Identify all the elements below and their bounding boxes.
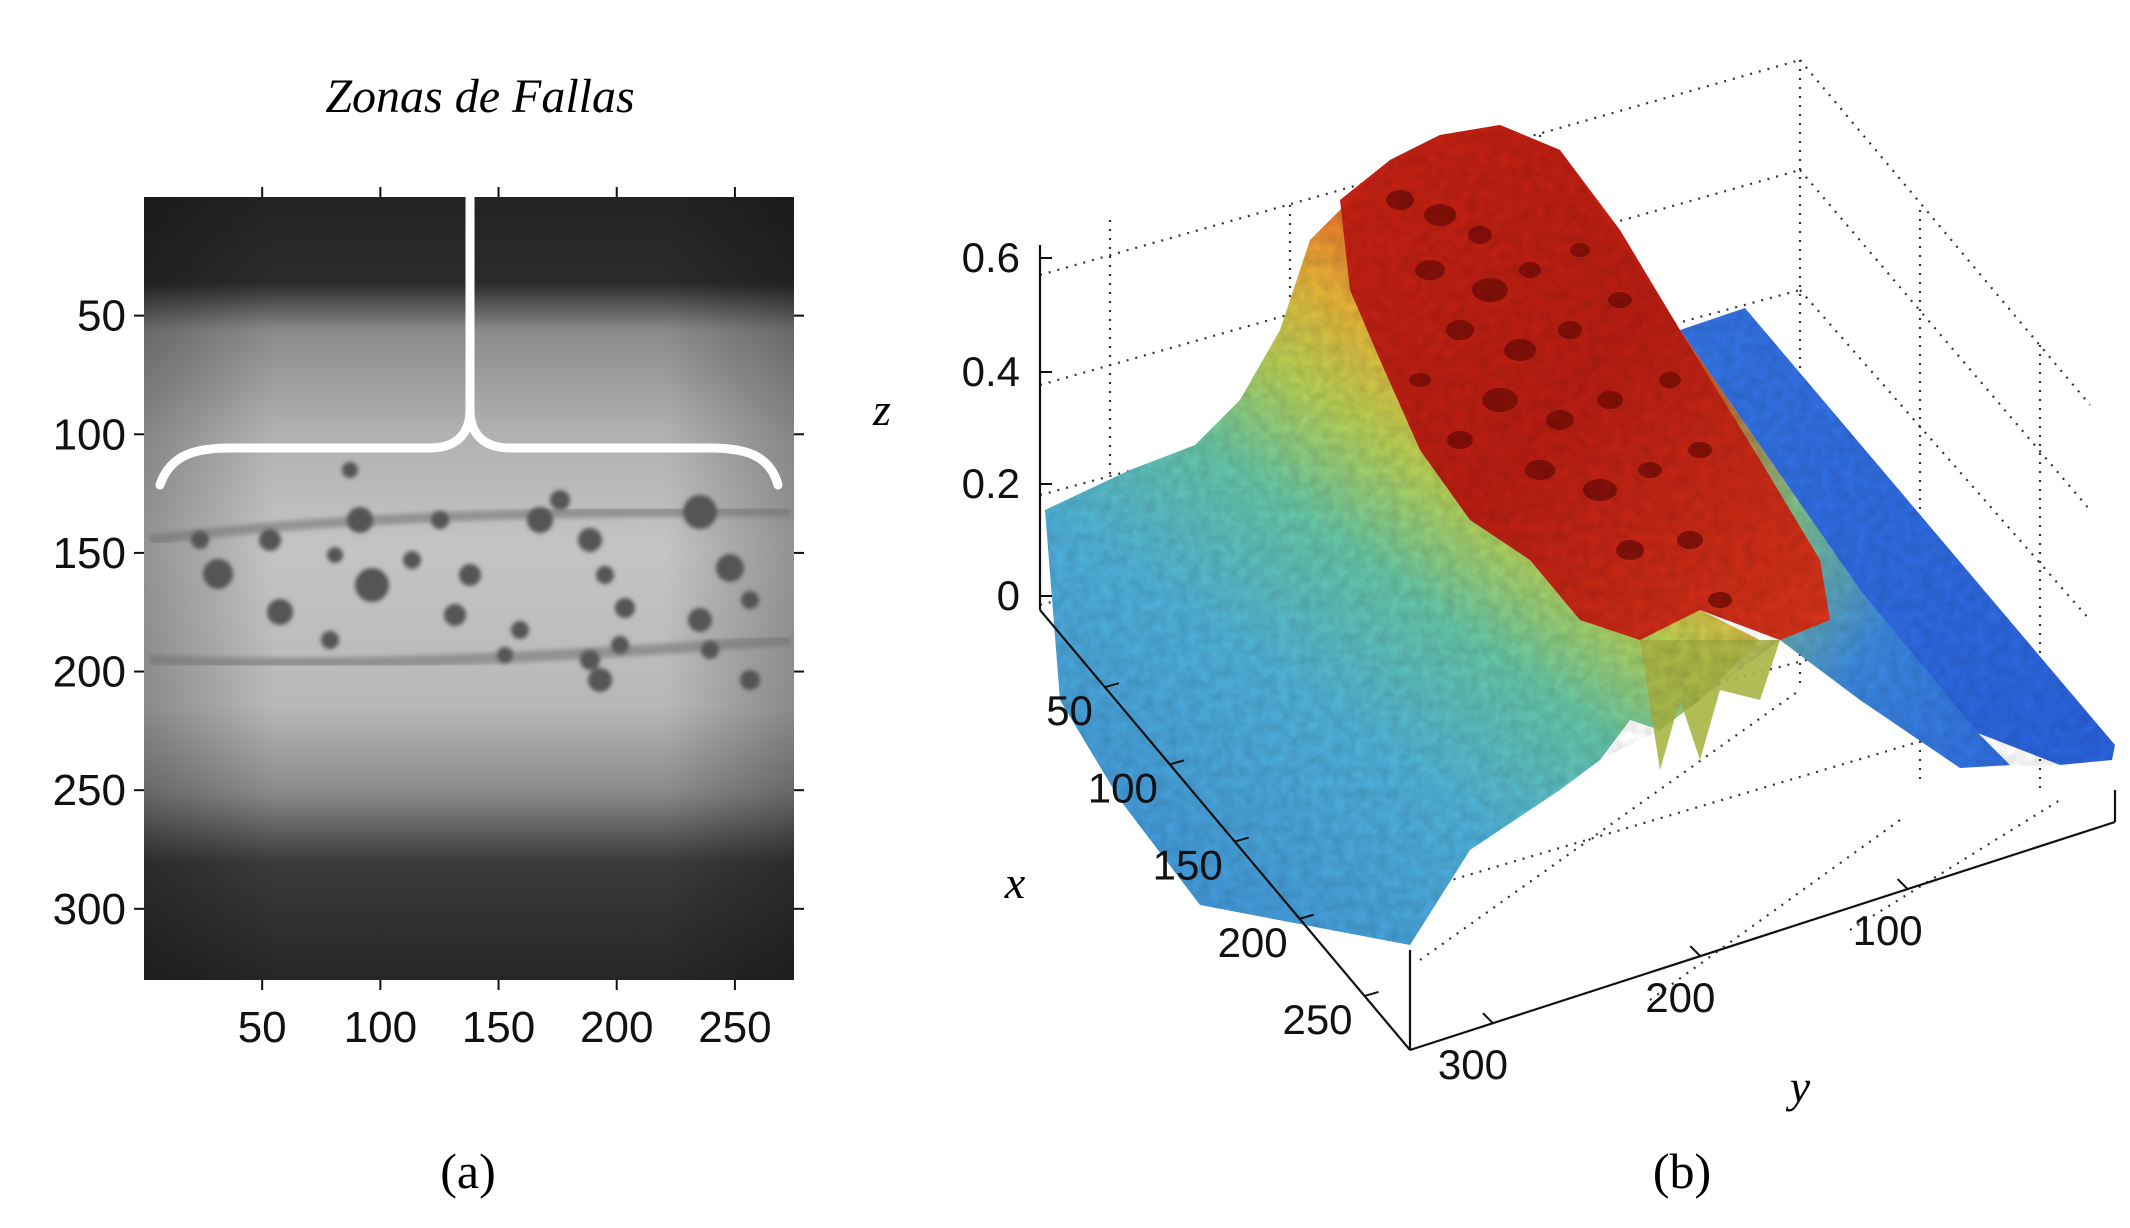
fault-zone-brace bbox=[155, 192, 783, 490]
3d-surface bbox=[1045, 125, 2115, 945]
x-tick-label: 50 bbox=[238, 1003, 287, 1052]
x-tick-label: 250 bbox=[1282, 996, 1352, 1043]
z-tick-label: 0.6 bbox=[962, 234, 1020, 281]
defect-spot bbox=[459, 564, 481, 586]
defect-spot bbox=[403, 551, 421, 569]
defect-spot bbox=[701, 641, 719, 659]
x-tick-label: 50 bbox=[1046, 687, 1093, 734]
annotation-zonas-de-fallas: Zonas de Fallas bbox=[325, 70, 634, 123]
defect-spot bbox=[550, 490, 570, 510]
defect-spot bbox=[611, 636, 629, 654]
x-tick-label: 100 bbox=[1088, 764, 1158, 811]
z-tick-label: 0.2 bbox=[962, 460, 1020, 507]
defect-spot bbox=[596, 566, 614, 584]
panel-a-x-tick-labels: 50 100 150 200 250 bbox=[238, 1003, 772, 1052]
defect-spot bbox=[259, 529, 281, 551]
panel-b-caption: (b) bbox=[1653, 1143, 1711, 1199]
panel-b-z-axis-label: z bbox=[872, 384, 891, 435]
defect-spot bbox=[588, 668, 612, 692]
defect-spot bbox=[580, 650, 600, 670]
x-tick-label: 200 bbox=[580, 1003, 653, 1052]
defect-spot bbox=[511, 621, 529, 639]
panel-a: Zonas de Fallas 50 100 150 200 250 50 100 150 2… bbox=[53, 70, 804, 1199]
panel-b-tick-marks bbox=[1040, 257, 1909, 1024]
defect-spot bbox=[688, 608, 712, 632]
panel-b-axes bbox=[1038, 245, 2117, 1052]
defect-spot bbox=[431, 511, 449, 529]
panel-b-x-axis-label: x bbox=[1004, 857, 1026, 908]
x-tick-label: 150 bbox=[462, 1003, 535, 1052]
defect-spot bbox=[683, 495, 717, 529]
z-tick-label: 0 bbox=[997, 572, 1020, 619]
panel-b-y-axis-label: y bbox=[1786, 1061, 1811, 1112]
defect-spot bbox=[191, 531, 209, 549]
panel-b-y-tick-labels: 300 200 100 bbox=[1438, 907, 1923, 1088]
defect-spot bbox=[615, 598, 635, 618]
defect-spots bbox=[191, 462, 760, 692]
defect-spot bbox=[203, 559, 233, 589]
defect-spot bbox=[342, 462, 358, 478]
panel-a-caption: (a) bbox=[440, 1143, 496, 1199]
defect-spot bbox=[444, 604, 466, 626]
defect-spot bbox=[740, 670, 760, 690]
z-tick-label: 0.4 bbox=[962, 348, 1020, 395]
x-tick-label: 100 bbox=[344, 1003, 417, 1052]
defect-spot bbox=[267, 599, 293, 625]
y-tick-label: 200 bbox=[53, 648, 126, 697]
defect-spot bbox=[355, 568, 389, 602]
y-tick-label: 100 bbox=[1853, 907, 1923, 954]
y-tick-label: 300 bbox=[53, 885, 126, 934]
defect-spot bbox=[741, 591, 759, 609]
defect-spot bbox=[527, 507, 553, 533]
y-tick-label: 50 bbox=[77, 292, 126, 341]
defect-spot bbox=[321, 631, 339, 649]
y-tick-label: 250 bbox=[53, 766, 126, 815]
defect-spot bbox=[578, 528, 602, 552]
defect-spot bbox=[327, 547, 343, 563]
y-tick-label: 300 bbox=[1438, 1041, 1508, 1088]
defect-spot bbox=[716, 554, 744, 582]
defect-spot bbox=[347, 507, 373, 533]
panel-b-z-tick-labels: 0.6 0.4 0.2 0 bbox=[962, 234, 1020, 619]
x-tick-label: 200 bbox=[1218, 919, 1288, 966]
panel-a-y-tick-labels: 50 100 150 200 250 300 bbox=[53, 292, 126, 934]
panel-a-axes bbox=[134, 187, 804, 990]
x-tick-label: 250 bbox=[698, 1003, 771, 1052]
y-tick-label: 200 bbox=[1645, 974, 1715, 1021]
defect-spot bbox=[497, 647, 513, 663]
y-tick-label: 150 bbox=[53, 529, 126, 578]
y-tick-label: 100 bbox=[53, 410, 126, 459]
panel-b-x-tick-labels: 50 100 150 200 250 bbox=[1046, 687, 1352, 1043]
x-tick-label: 150 bbox=[1153, 842, 1223, 889]
